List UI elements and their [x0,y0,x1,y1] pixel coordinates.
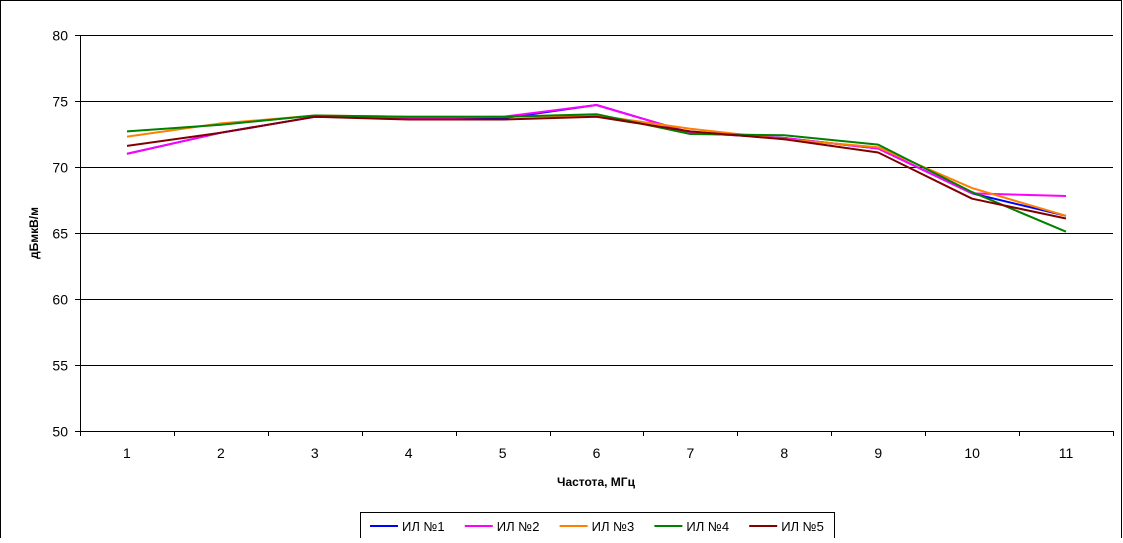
y-tick-labels: 50 55 60 65 70 75 80 [52,28,68,440]
x-tick-label: 3 [311,445,319,461]
y-tick-label: 75 [52,94,68,110]
x-tick-label: 2 [217,445,225,461]
legend-label: ИЛ №1 [402,519,445,534]
x-tick-label: 9 [874,445,882,461]
y-tick-label: 60 [52,292,68,308]
x-tick-label: 10 [964,445,980,461]
legend-label: ИЛ №3 [592,519,635,534]
legend-label: ИЛ №5 [781,519,824,534]
grid-lines [80,35,1113,366]
series-line [126,113,1067,233]
x-axis-label: Частота, МГц [557,475,636,489]
legend-label: ИЛ №2 [497,519,540,534]
axes [75,35,1114,436]
x-tick-label: 1 [123,445,131,461]
legend-label: ИЛ №4 [686,519,729,534]
y-tick-label: 55 [52,358,68,374]
y-tick-label: 70 [52,160,68,176]
x-tick-label: 5 [499,445,507,461]
x-tick-label: 6 [593,445,601,461]
y-tick-label: 65 [52,226,68,242]
y-axis-label: дБмкВ/м [27,207,41,259]
series-lines [126,104,1067,233]
x-tick-label: 8 [780,445,788,461]
series-line [126,115,1067,220]
x-tick-label: 7 [687,445,695,461]
y-tick-label: 80 [52,28,68,44]
x-tick-label: 4 [405,445,413,461]
legend: ИЛ №1 ИЛ №2 ИЛ №3 ИЛ №4 ИЛ №5 [360,512,835,539]
x-tick-label: 11 [1059,445,1074,461]
y-tick-label: 50 [52,424,68,440]
x-tick-labels: 1 2 3 4 5 6 7 8 9 10 11 [123,445,1073,461]
